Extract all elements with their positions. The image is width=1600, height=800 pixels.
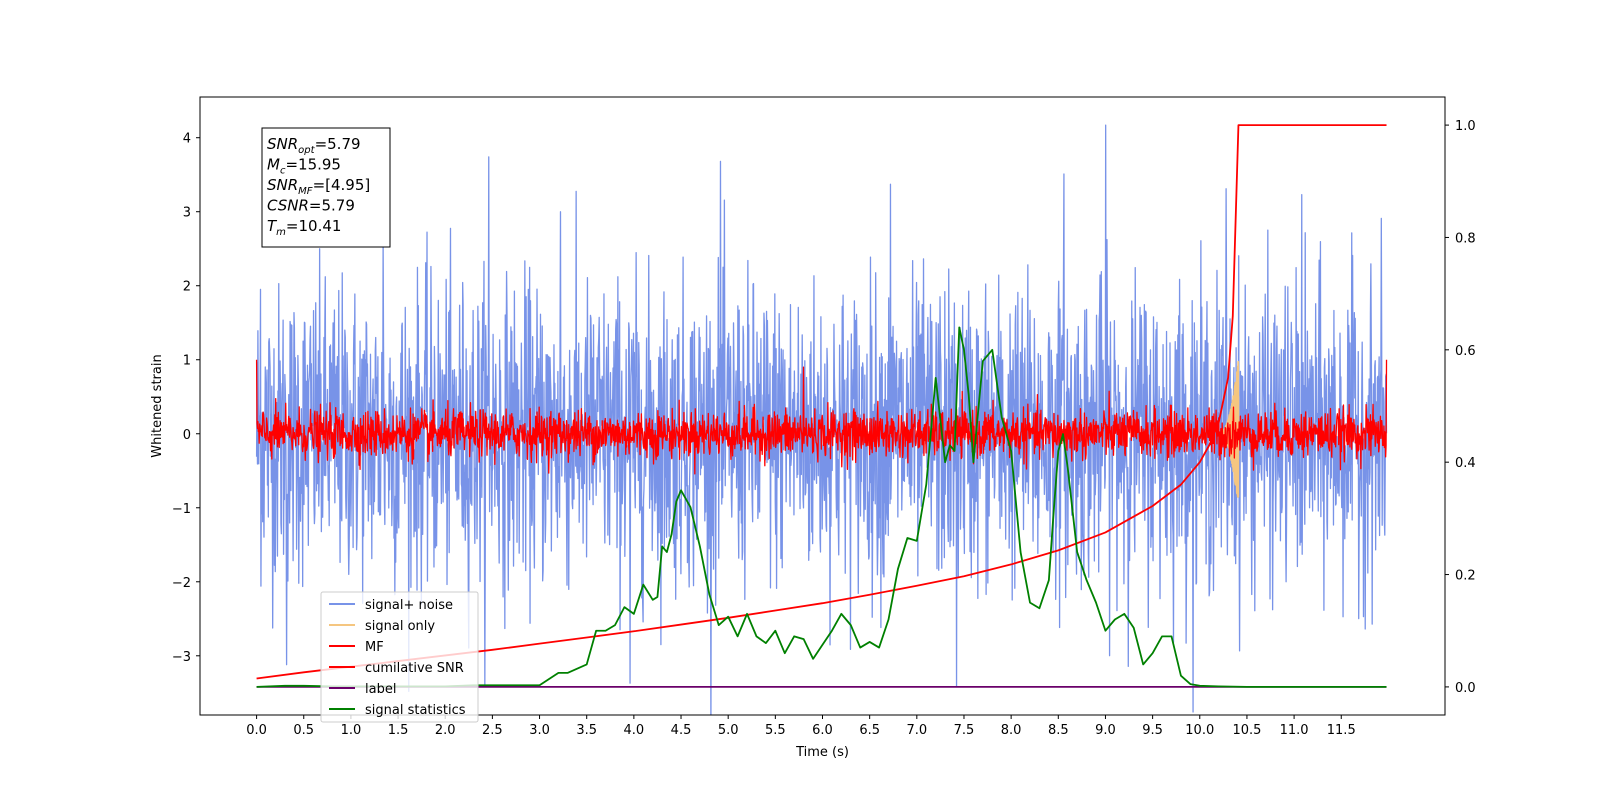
y2-tick-label: 1.0 (1455, 119, 1476, 134)
x-tick-label: 11.0 (1280, 723, 1309, 738)
x-tick-label: 0.5 (293, 723, 314, 738)
annotation-frame (261, 127, 391, 248)
y-tick-label: 1 (183, 354, 191, 369)
x-tick-label: 7.0 (906, 723, 927, 738)
annotation-box: SNRopt=5.79Mc=15.95SNRMF=[4.95]CSNR=5.79… (261, 127, 391, 248)
x-tick-label: 0.0 (246, 723, 267, 738)
y-tick-label: 3 (183, 206, 191, 221)
legend-entry-label: MF (365, 640, 384, 655)
axes: 0.0 0.5 1.0 1.5 2.0 2.5 3.0 3.5 4.0 4.5 5.0 5.5 6.0 6… (150, 96, 1476, 760)
legend-entry-label: signal+ noise (365, 598, 453, 613)
legend-frame (320, 591, 479, 723)
annotation-line: Mc=15.95 (267, 156, 341, 177)
x-tick-label: 10.5 (1232, 723, 1261, 738)
x-tick-label: 8.0 (1001, 723, 1022, 738)
y-tick-label: −2 (172, 576, 191, 591)
x-tick-label: 11.5 (1327, 723, 1356, 738)
y2-tick-label: 0.4 (1455, 456, 1476, 471)
x-tick-label: 3.0 (529, 723, 550, 738)
x-tick-label: 8.5 (1048, 723, 1069, 738)
y-tick-label: 0 (183, 428, 191, 443)
x-tick-label: 9.5 (1142, 723, 1163, 738)
x-tick-label: 4.5 (671, 723, 692, 738)
y2-tick-label: 0.2 (1455, 569, 1476, 584)
x-tick-label: 6.5 (859, 723, 880, 738)
x-tick-label: 7.5 (954, 723, 975, 738)
legend-entry-label: label (365, 682, 396, 697)
annotation-line: SNRMF=[4.95] (267, 176, 370, 197)
y-tick-label: 2 (183, 280, 191, 295)
legend: signal+ noise signal only MF cumilative SNR… (320, 591, 479, 723)
series-line-signal-statistics (256, 326, 1387, 688)
x-axis-label: Time (s) (795, 745, 849, 760)
x-tick-label: 10.0 (1185, 723, 1214, 738)
annotation-line: Tm=10.41 (267, 217, 341, 238)
x-tick-label: 6.0 (812, 723, 833, 738)
y2-tick-label: 0.8 (1455, 231, 1476, 246)
x-tick-label: 2.5 (482, 723, 503, 738)
x-tick-label: 3.5 (576, 723, 597, 738)
x-tick-label: 2.0 (435, 723, 456, 738)
y-axis-label: Whitened strain (150, 354, 165, 457)
x-tick-label: 1.5 (388, 723, 409, 738)
x-tick-label: 9.0 (1095, 723, 1116, 738)
y-tick-label: 4 (183, 132, 191, 147)
legend-entry-label: signal statistics (365, 703, 466, 718)
y-tick-label: −1 (172, 502, 191, 517)
y-tick-label: −3 (172, 650, 191, 665)
series-line-cumilative-snr (256, 124, 1387, 680)
legend-entry-label: cumilative SNR (365, 661, 464, 676)
x-tick-label: 4.0 (624, 723, 645, 738)
y2-tick-label: 0.0 (1455, 681, 1476, 696)
x-tick-label: 1.0 (341, 723, 362, 738)
x-tick-label: 5.5 (765, 723, 786, 738)
annotation-line: CSNR=5.79 (267, 197, 355, 215)
x-tick-label: 5.0 (718, 723, 739, 738)
y2-tick-label: 0.6 (1455, 344, 1476, 359)
annotation-line: SNRopt=5.79 (267, 135, 361, 156)
series-line-mf (255, 359, 1388, 475)
legend-entry-label: signal only (365, 619, 435, 634)
